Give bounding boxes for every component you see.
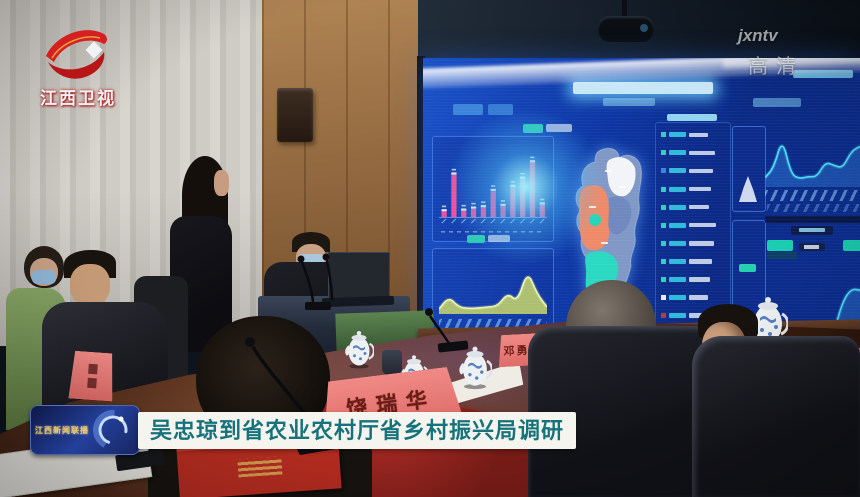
right-panel-label-text [799,228,825,232]
camera-lens-icon [640,24,648,32]
caption-banner: 吴忠琼到省农业农村厅省乡村振兴局调研 [138,412,576,449]
laptop [328,252,390,302]
ranking-row-value [689,168,713,174]
right-top-area-chart [765,144,860,187]
channel-logo: 江西卫视 [26,22,130,110]
teacup-dark [382,350,402,376]
ranking-row-icon [661,240,666,246]
right-column-divider [765,216,860,223]
ranking-list-header [667,114,717,121]
right-panel-button-1 [767,240,793,251]
leather-chair-right [692,336,860,497]
ranking-row-icon [661,132,666,138]
chart-shape [439,277,547,314]
ranking-row [661,186,725,192]
ranking-row-value [689,204,709,210]
ranking-row-label [669,222,686,228]
right-top-axis-hatch-2 [767,204,860,212]
ranking-row-value [689,186,711,192]
man-face [70,264,110,306]
side-panel-chip [739,264,756,272]
dashboard-header-right-text [793,70,853,78]
ranking-row-value [689,277,710,282]
watermark-hd: 高清 [748,56,804,78]
ranking-row-label [669,277,686,282]
ranking-row-icon [661,168,666,174]
crescent-glow-icon [93,410,133,450]
ranking-row-label [669,240,686,246]
channel-logo-text: 江西卫视 [40,89,116,108]
leather-chair-left [528,326,720,497]
ranking-row [661,204,725,210]
ranking-row-icon [661,186,666,192]
ranking-row-icon [661,277,666,282]
name-card-left [68,351,115,402]
camera-mount [622,0,627,18]
ranking-row-icon [661,222,666,228]
ranking-row-icon [661,295,666,301]
dashboard-title-glow [573,82,713,94]
program-badge: 江西新闻联播 [30,405,140,455]
channel-logo-icon [46,30,107,79]
ranking-row [661,132,725,138]
dashboard-header-center-chip [603,98,655,106]
program-badge-text: 江西新闻联播 [35,426,89,435]
presenter-face [214,170,229,196]
ranking-row-label [669,204,686,210]
right-panel-mid-text [804,245,819,249]
chart-shape [765,146,860,187]
map-region-mid [607,196,632,235]
area-chart-axis-hatch [439,319,547,328]
chart-shape [765,145,860,179]
teapot-3 [458,342,492,392]
ranking-row-value [689,132,708,137]
ranking-row-label [669,150,686,156]
ranking-row-value [689,222,716,228]
ranking-row-label [669,313,686,319]
ranking-row-label [669,258,686,264]
ranking-row [661,150,725,156]
ranking-row-label [669,168,686,174]
ranking-row-icon [661,313,666,319]
ranking-row-value [689,150,715,156]
ranking-row-value [689,295,708,300]
ranking-row [661,168,725,174]
dashboard-header-right-chip [753,98,801,107]
teapot-1 [344,328,374,370]
ranking-row-icon [661,204,666,210]
ranking-row [661,295,725,301]
ranking-row [661,258,725,265]
right-panel-button-2 [843,240,860,251]
ranking-row [661,222,725,228]
name-card-blurred-char [88,364,98,375]
light-flare [441,102,611,272]
right-panel-button-1-sub [767,252,797,259]
left-area-chart [439,275,547,314]
ranking-row-label [669,132,686,138]
caption-headline: 吴忠琼到省农业农村厅省乡村振兴局调研 [150,418,565,443]
ranking-row [661,240,725,247]
watermark-jxntv: jxntv [738,26,778,45]
ranking-row-label [669,295,686,301]
map-region-northeast [606,157,636,197]
name-card-blurred-char [87,378,97,389]
ranking-row-icon [661,150,666,156]
ranking-row-icon [661,258,666,264]
ranking-row-label [669,186,686,192]
chart-shape [439,276,547,310]
ranking-row [661,277,725,283]
ranking-row-value [689,241,714,246]
ranking-row-value [689,259,712,264]
wall-speaker [277,88,313,142]
screen-bezel [417,56,425,346]
right-top-axis-hatch [765,190,860,201]
woman-face-mask [32,270,56,284]
